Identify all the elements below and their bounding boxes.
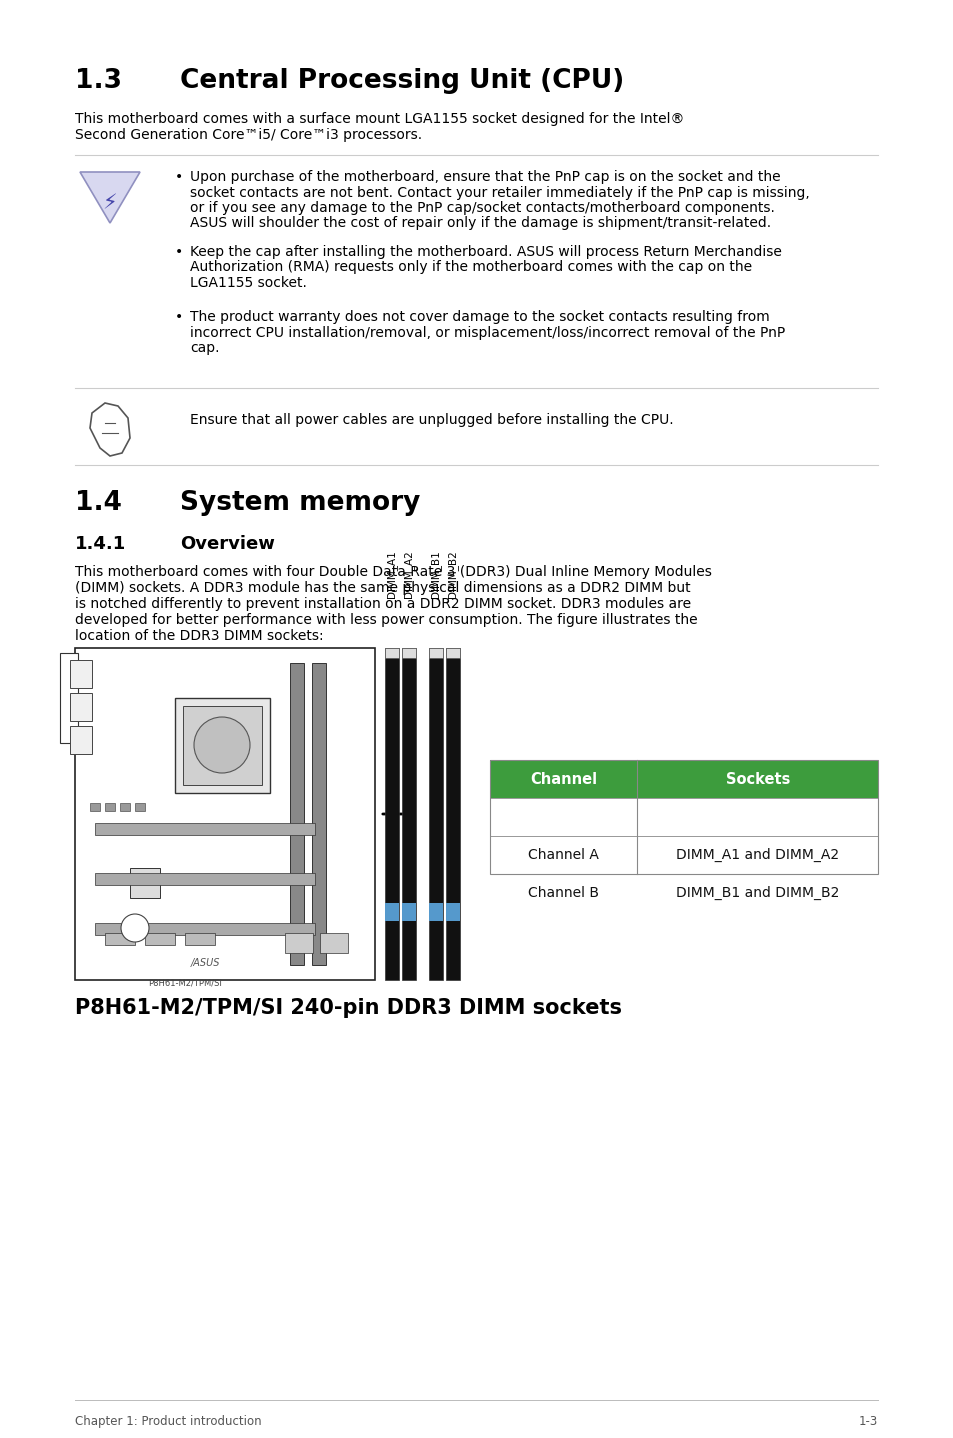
Bar (385, 649, 398, 659)
Text: location of the DDR3 DIMM sockets:: location of the DDR3 DIMM sockets: (75, 628, 323, 643)
Text: Second Generation Core™i5/ Core™i3 processors.: Second Generation Core™i5/ Core™i3 proce… (75, 128, 421, 142)
Text: Channel B: Channel B (528, 886, 598, 900)
Bar (185, 933, 214, 945)
Bar (429, 649, 442, 981)
Text: •: • (174, 311, 183, 324)
Bar (285, 933, 313, 953)
Bar (290, 663, 304, 965)
Text: DIMM_B1: DIMM_B1 (430, 551, 441, 598)
Bar (130, 869, 160, 897)
Text: The product warranty does not cover damage to the socket contacts resulting from: The product warranty does not cover dama… (190, 311, 769, 324)
Bar (312, 663, 326, 965)
Bar (95, 873, 314, 884)
Text: socket contacts are not bent. Contact your retailer immediately if the PnP cap i: socket contacts are not bent. Contact yo… (190, 186, 809, 200)
Text: •: • (174, 170, 183, 184)
Text: LGA1155 socket.: LGA1155 socket. (190, 276, 307, 290)
Bar (446, 903, 459, 920)
Text: P8H61-M2/TPM/SI 240-pin DDR3 DIMM sockets: P8H61-M2/TPM/SI 240-pin DDR3 DIMM socket… (75, 998, 621, 1018)
Circle shape (193, 718, 250, 774)
Text: is notched differently to prevent installation on a DDR2 DIMM socket. DDR3 modul: is notched differently to prevent instal… (75, 597, 690, 611)
Bar (70, 693, 91, 720)
Text: Central Processing Unit (CPU): Central Processing Unit (CPU) (180, 68, 623, 93)
Text: Ensure that all power cables are unplugged before installing the CPU.: Ensure that all power cables are unplugg… (190, 413, 673, 427)
Text: DIMM_B2: DIMM_B2 (447, 551, 458, 598)
Text: DIMM_A1 and DIMM_A2: DIMM_A1 and DIMM_A2 (676, 848, 839, 861)
Text: This motherboard comes with four Double Data Rate 3 (DDR3) Dual Inline Memory Mo: This motherboard comes with four Double … (75, 565, 711, 580)
Bar (75, 649, 375, 981)
Text: This motherboard comes with a surface mount LGA1155 socket designed for the Inte: This motherboard comes with a surface mo… (75, 112, 683, 127)
Text: Chapter 1: Product introduction: Chapter 1: Product introduction (75, 1415, 261, 1428)
Bar (70, 726, 91, 754)
Bar (490, 761, 877, 798)
Bar (319, 933, 348, 953)
Text: 1.4: 1.4 (75, 490, 122, 516)
Text: •: • (174, 244, 183, 259)
Bar (385, 903, 398, 920)
Bar (490, 835, 877, 874)
Text: P8H61-M2/TPM/SI: P8H61-M2/TPM/SI (148, 978, 222, 986)
Text: DIMM_A1: DIMM_A1 (386, 551, 397, 598)
Bar (401, 903, 416, 920)
Text: Keep the cap after installing the motherboard. ASUS will process Return Merchand: Keep the cap after installing the mother… (190, 244, 781, 259)
Text: 1.4.1: 1.4.1 (75, 535, 126, 554)
Bar (145, 933, 174, 945)
Text: /ASUS: /ASUS (190, 958, 219, 968)
Bar (135, 802, 145, 811)
Text: DIMM_B1 and DIMM_B2: DIMM_B1 and DIMM_B2 (676, 886, 839, 900)
Text: Sockets: Sockets (725, 772, 789, 787)
Text: or if you see any damage to the PnP cap/socket contacts/motherboard components.: or if you see any damage to the PnP cap/… (190, 201, 774, 216)
Text: developed for better performance with less power consumption. The figure illustr: developed for better performance with le… (75, 613, 697, 627)
Bar (446, 649, 459, 659)
Bar (95, 923, 314, 935)
Polygon shape (80, 173, 140, 223)
Text: ASUS will shoulder the cost of repair only if the damage is shipment/transit-rel: ASUS will shoulder the cost of repair on… (190, 217, 770, 230)
Bar (490, 761, 877, 874)
Circle shape (121, 915, 149, 942)
Text: 1.3: 1.3 (75, 68, 122, 93)
Text: DIMM_A2: DIMM_A2 (403, 551, 414, 598)
Bar (401, 649, 416, 659)
Bar (70, 660, 91, 687)
Text: Channel: Channel (530, 772, 597, 787)
Bar (105, 802, 115, 811)
Bar (401, 649, 416, 981)
Bar (429, 649, 442, 659)
Text: Overview: Overview (180, 535, 274, 554)
Text: Channel A: Channel A (528, 848, 598, 861)
Text: Upon purchase of the motherboard, ensure that the PnP cap is on the socket and t: Upon purchase of the motherboard, ensure… (190, 170, 780, 184)
Bar (90, 802, 100, 811)
Text: incorrect CPU installation/removal, or misplacement/loss/incorrect removal of th: incorrect CPU installation/removal, or m… (190, 325, 784, 339)
Bar (429, 903, 442, 920)
Bar (174, 697, 270, 792)
Bar (105, 933, 135, 945)
Text: cap.: cap. (190, 341, 219, 355)
Bar (120, 802, 130, 811)
Text: System memory: System memory (180, 490, 420, 516)
Bar (95, 823, 314, 835)
Bar (490, 874, 877, 912)
Bar (60, 653, 78, 743)
Text: (DIMM) sockets. A DDR3 module has the same physical dimensions as a DDR2 DIMM bu: (DIMM) sockets. A DDR3 module has the sa… (75, 581, 690, 595)
Text: 1-3: 1-3 (858, 1415, 877, 1428)
Text: Authorization (RMA) requests only if the motherboard comes with the cap on the: Authorization (RMA) requests only if the… (190, 260, 751, 275)
Bar (446, 649, 459, 981)
Bar (183, 706, 262, 785)
Text: ⚡: ⚡ (103, 193, 117, 213)
Bar (385, 649, 398, 981)
